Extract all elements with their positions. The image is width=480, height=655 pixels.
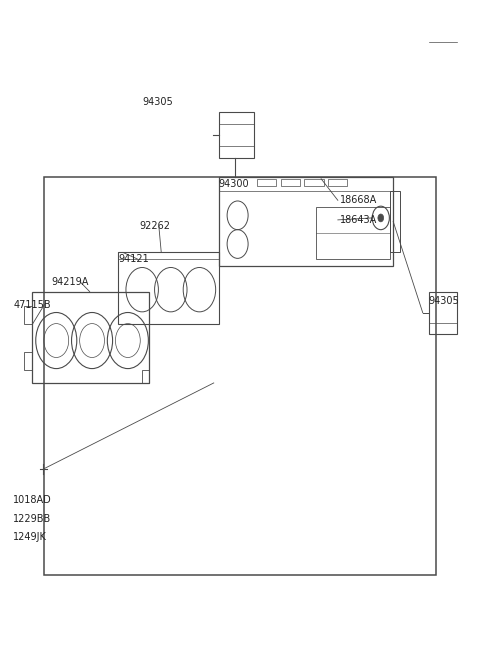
Bar: [390, 191, 400, 252]
Bar: [218, 178, 393, 265]
Bar: [316, 207, 390, 259]
Bar: [429, 291, 457, 334]
Bar: [118, 252, 218, 259]
Text: 18643A: 18643A: [340, 215, 377, 225]
Text: 94121: 94121: [118, 254, 149, 264]
Bar: [44, 178, 436, 575]
Bar: [24, 352, 33, 370]
Text: 94219A: 94219A: [51, 277, 89, 287]
Bar: [281, 179, 300, 186]
Text: 47115B: 47115B: [13, 300, 51, 310]
Bar: [257, 179, 276, 186]
Text: 1018AD: 1018AD: [13, 495, 52, 506]
Text: 94305: 94305: [429, 297, 459, 307]
Text: 92262: 92262: [140, 221, 171, 231]
Bar: [218, 112, 254, 158]
Text: 94305: 94305: [143, 98, 173, 107]
Text: 94300: 94300: [218, 179, 249, 189]
Text: 1249JK: 1249JK: [13, 532, 47, 542]
Circle shape: [378, 214, 384, 222]
Text: 1229BB: 1229BB: [13, 514, 51, 523]
Bar: [24, 306, 33, 324]
Bar: [33, 291, 149, 383]
Bar: [142, 370, 149, 383]
Bar: [304, 179, 324, 186]
Bar: [328, 179, 348, 186]
Bar: [118, 252, 218, 324]
Text: 18668A: 18668A: [340, 195, 377, 205]
